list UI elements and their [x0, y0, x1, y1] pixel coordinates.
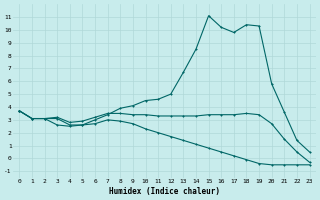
X-axis label: Humidex (Indice chaleur): Humidex (Indice chaleur): [109, 187, 220, 196]
